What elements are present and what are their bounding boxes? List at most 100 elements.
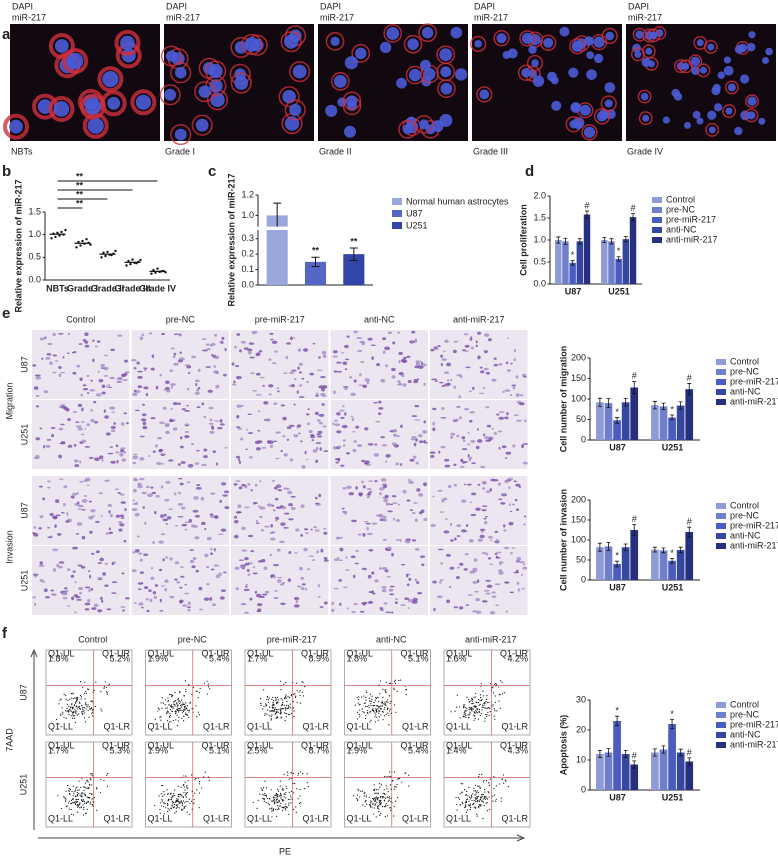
flow-event xyxy=(177,706,178,707)
flow-event xyxy=(77,812,78,813)
flow-event xyxy=(469,713,470,714)
stained-cell xyxy=(287,491,292,495)
stained-cell xyxy=(410,509,413,511)
stained-cell xyxy=(374,453,379,457)
stained-cell xyxy=(392,429,397,433)
flow-event xyxy=(73,802,74,803)
legend-swatch xyxy=(392,198,402,205)
flow-event xyxy=(271,718,272,719)
stained-cell xyxy=(323,528,326,530)
bar xyxy=(622,402,630,440)
flow-event xyxy=(183,775,184,776)
flow-event xyxy=(263,689,264,690)
flow-event xyxy=(371,806,372,807)
flow-event xyxy=(451,711,452,712)
stained-cell xyxy=(173,427,178,431)
stained-cell xyxy=(508,522,513,526)
stained-cell xyxy=(467,594,472,596)
stained-cell xyxy=(512,503,514,505)
nucleus xyxy=(724,56,731,63)
micrograph xyxy=(32,400,130,469)
stained-cell xyxy=(434,348,439,350)
data-point xyxy=(139,259,141,261)
flow-event xyxy=(473,803,474,804)
flow-event xyxy=(86,693,87,694)
stained-cell xyxy=(77,492,79,494)
stained-cell xyxy=(102,572,106,576)
stained-cell xyxy=(180,352,182,354)
stained-cell xyxy=(484,368,489,371)
stained-cell xyxy=(496,413,499,415)
nucleus xyxy=(642,58,651,67)
flow-event xyxy=(379,800,380,801)
nucleus xyxy=(700,67,707,74)
flow-event xyxy=(376,793,377,794)
stained-cell xyxy=(363,485,366,488)
stained-cell xyxy=(221,482,226,485)
stained-cell xyxy=(386,503,390,505)
flow-event xyxy=(484,791,485,792)
stained-cell xyxy=(247,483,250,485)
flow-event xyxy=(269,710,270,711)
stained-cell xyxy=(216,462,218,465)
stained-cell xyxy=(196,484,200,486)
flow-event xyxy=(71,791,72,792)
flow-event xyxy=(494,794,495,795)
quadrant-label: Q1-LL xyxy=(48,721,73,731)
stained-cell xyxy=(315,460,318,463)
flow-event xyxy=(374,716,375,717)
stained-cell xyxy=(283,372,287,374)
stained-cell xyxy=(476,611,481,614)
stained-cell xyxy=(367,488,372,490)
flow-event xyxy=(79,804,80,805)
flow-event xyxy=(204,683,205,684)
flow-event xyxy=(160,802,161,803)
flow-event xyxy=(82,804,83,805)
stained-cell xyxy=(495,583,501,585)
stained-cell xyxy=(515,499,518,501)
flow-event xyxy=(379,693,380,694)
stained-cell xyxy=(522,567,527,570)
stained-cell xyxy=(277,577,282,579)
stained-cell xyxy=(414,405,419,407)
y-axis-title: Relative expression of miR-217 xyxy=(13,179,23,312)
legend-swatch xyxy=(716,712,726,718)
flow-event xyxy=(78,799,79,800)
flow-event xyxy=(106,691,107,692)
flow-event xyxy=(379,787,380,788)
flow-event xyxy=(496,710,497,711)
flow-event xyxy=(378,811,379,812)
stained-cell xyxy=(456,374,461,376)
stained-cell xyxy=(241,405,243,407)
stained-cell xyxy=(438,490,443,492)
stained-cell xyxy=(193,557,197,560)
flow-event xyxy=(508,786,509,787)
flow-event xyxy=(474,800,475,801)
flow-event xyxy=(476,792,477,793)
stained-cell xyxy=(123,412,127,414)
stained-cell xyxy=(204,554,208,557)
flow-event xyxy=(72,718,73,719)
flow-event xyxy=(357,800,358,801)
flow-event xyxy=(277,709,278,710)
flow-event xyxy=(274,799,275,800)
stained-cell xyxy=(100,597,103,600)
stained-cell xyxy=(190,560,194,563)
flow-event xyxy=(260,698,261,699)
stained-cell xyxy=(145,598,148,600)
flow-event xyxy=(475,712,476,713)
flow-event xyxy=(362,711,363,712)
stained-cell xyxy=(210,493,215,495)
flow-event xyxy=(495,683,496,684)
flow-event xyxy=(165,704,166,705)
stained-cell xyxy=(121,422,124,426)
flow-event xyxy=(282,788,283,789)
flow-event xyxy=(484,805,485,806)
flow-event xyxy=(394,771,395,772)
flow-event xyxy=(264,715,265,716)
stained-cell xyxy=(507,337,509,339)
flow-event xyxy=(198,712,199,713)
flow-event xyxy=(76,706,77,707)
flow-event xyxy=(487,707,488,708)
stained-cell xyxy=(259,516,263,518)
